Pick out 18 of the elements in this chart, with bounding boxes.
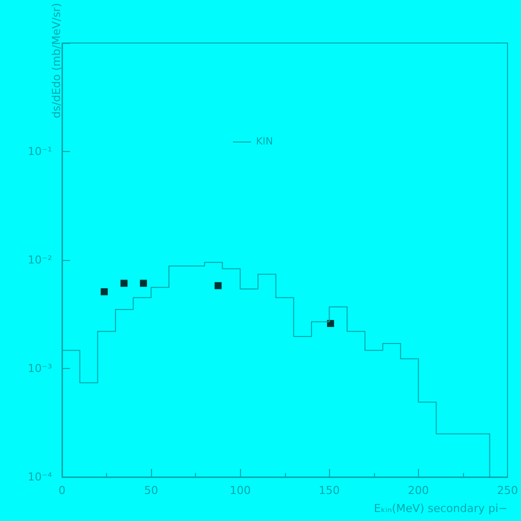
point	[214, 282, 222, 290]
x-tick-label: 200	[408, 484, 429, 497]
point	[140, 280, 147, 287]
y-tick-label: 10⁻⁴	[28, 470, 53, 484]
point	[327, 320, 334, 327]
legend-label: KIN	[256, 136, 273, 148]
y-axis-title: ds/dEdo (mb/MeV/sr)	[50, 3, 63, 118]
x-tick-label: 50	[144, 484, 158, 497]
x-axis-title: Eₖᵢₙ(MeV) secondary pi−	[374, 502, 508, 515]
y-tick-label: 10⁻²	[28, 254, 52, 266]
x-tick-label: 150	[318, 484, 340, 497]
point	[100, 288, 108, 296]
x-tick-label: 100	[230, 484, 251, 497]
point	[120, 280, 128, 287]
y-tick-label: 10⁻¹	[28, 145, 52, 158]
x-tick-label: 250	[497, 484, 518, 497]
x-tick-label: 0	[58, 484, 66, 497]
y-tick-label: 10⁻³	[28, 362, 52, 375]
